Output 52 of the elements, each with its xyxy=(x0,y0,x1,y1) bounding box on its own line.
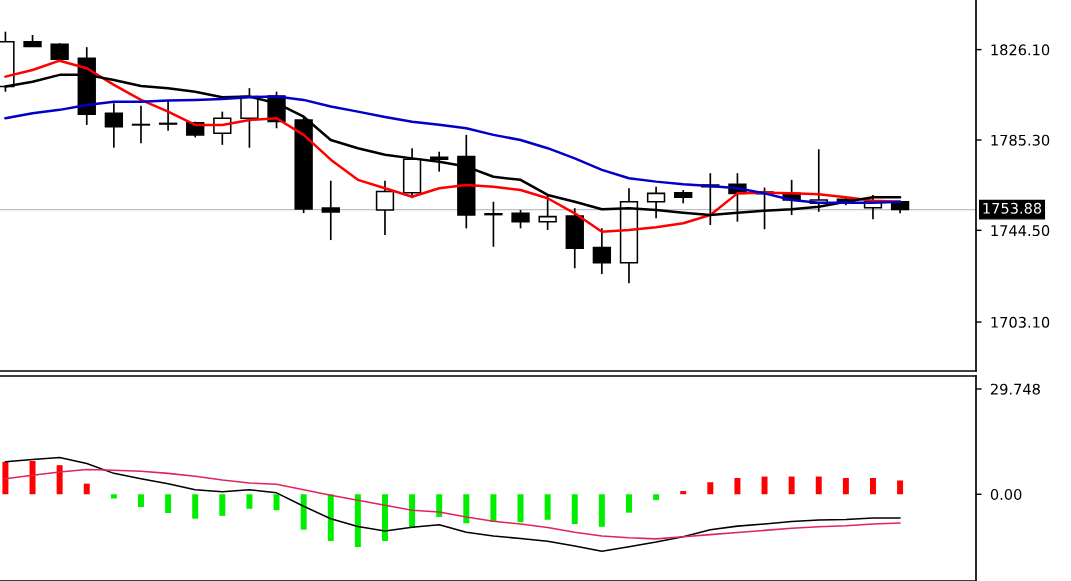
y-tick-label: 1703.10 xyxy=(991,316,1050,328)
candlestick xyxy=(104,102,124,149)
bar xyxy=(83,483,90,495)
bar xyxy=(517,494,524,523)
bar xyxy=(436,494,443,517)
y-tick-label: 1785.30 xyxy=(991,134,1050,146)
bar xyxy=(246,494,253,509)
bar xyxy=(490,494,497,522)
y-tick-label: 1744.50 xyxy=(991,225,1050,237)
y-tick-label: 0.00 xyxy=(990,488,1022,500)
bar xyxy=(29,460,36,495)
bar xyxy=(2,461,9,495)
bar xyxy=(165,494,172,514)
bar xyxy=(571,494,578,524)
y-tick-label: 29.748 xyxy=(990,383,1040,395)
bar xyxy=(707,482,714,495)
bar xyxy=(788,476,795,495)
candlestick xyxy=(321,179,340,241)
bar xyxy=(300,494,307,530)
candlestick xyxy=(511,209,530,230)
candlestick xyxy=(430,150,449,173)
line-series xyxy=(4,468,901,540)
bar xyxy=(897,480,904,495)
bar xyxy=(192,494,199,519)
bar xyxy=(273,494,280,511)
candlestick xyxy=(592,227,612,275)
ref-line-label: 1753.88 xyxy=(983,202,1042,214)
bar xyxy=(761,476,768,495)
candlestick xyxy=(158,99,178,132)
bar xyxy=(138,494,144,507)
bar xyxy=(463,494,470,524)
bar xyxy=(680,491,687,495)
candlestick xyxy=(131,105,151,145)
bar xyxy=(842,477,849,495)
bar xyxy=(382,494,388,541)
y-tick-label: 1826.10 xyxy=(991,44,1050,56)
bar xyxy=(110,494,117,499)
bar xyxy=(734,477,741,495)
bar xyxy=(409,494,416,528)
bar xyxy=(598,494,605,527)
bar xyxy=(626,494,632,513)
bar xyxy=(327,494,334,541)
bar xyxy=(870,477,876,495)
candlestick xyxy=(484,200,503,248)
line-series xyxy=(4,456,901,553)
bar xyxy=(56,465,63,495)
bar xyxy=(653,494,660,500)
bar xyxy=(219,494,226,516)
candlestick xyxy=(375,179,395,236)
bar xyxy=(354,494,361,548)
bar xyxy=(544,494,551,520)
bar xyxy=(815,476,822,495)
